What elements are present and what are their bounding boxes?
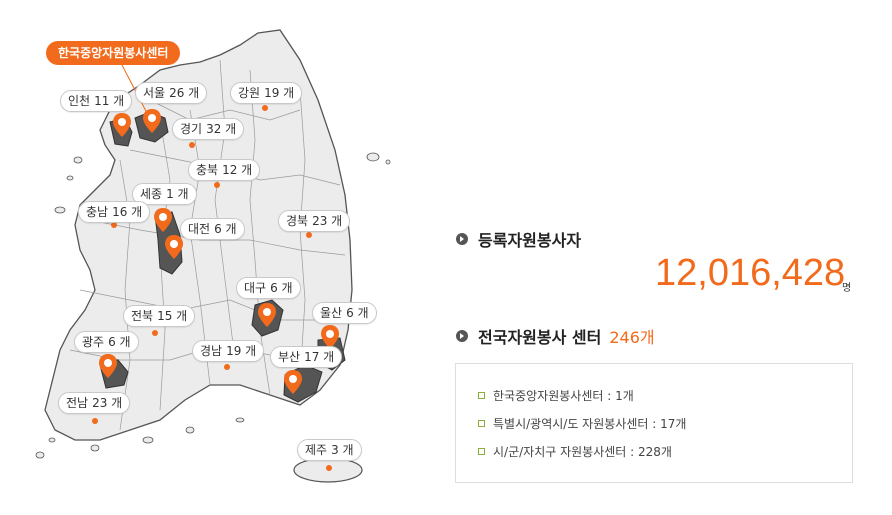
- volunteers-heading: 등록자원봉사자: [456, 227, 581, 251]
- region-label-chungbuk[interactable]: 충북 12 개: [188, 159, 261, 181]
- jeonnam-dot: [92, 418, 98, 424]
- jeonbuk-dot: [152, 330, 158, 336]
- region-label-gyeongnam[interactable]: 경남 19 개: [192, 340, 265, 362]
- breakdown-text: 시/군/자치구 자원봉사센터 : 228개: [493, 445, 672, 459]
- region-label-gyeongbuk[interactable]: 경북 23 개: [278, 210, 351, 232]
- region-label-jeonnam[interactable]: 전남 23 개: [58, 392, 131, 414]
- gyeonggi-dot: [189, 142, 195, 148]
- region-label-chungnam[interactable]: 충남 16 개: [78, 201, 151, 223]
- daejeon-pin-icon: [165, 235, 183, 259]
- breakdown-item: 특별시/광역시/도 자원봉사센터 : 17개: [478, 415, 686, 432]
- korea-map: 한국중앙자원봉사센터 인천 11 개 서울 26 개 강원 19 개 경기 32 개 충…: [0, 0, 440, 515]
- gyeongnam-dot: [224, 364, 230, 370]
- arrow-bullet-icon: [456, 330, 468, 342]
- arrow-bullet-icon: [456, 233, 468, 245]
- region-label-jeonbuk[interactable]: 전북 15 개: [123, 305, 196, 327]
- centers-total: 246개: [609, 328, 655, 347]
- volunteers-label: 등록자원봉사자: [478, 231, 582, 250]
- breakdown-item: 시/군/자치구 자원봉사센터 : 228개: [478, 443, 672, 460]
- volunteer-unit: 명: [842, 283, 852, 294]
- chungbuk-dot: [214, 182, 220, 188]
- incheon-pin-icon: [113, 113, 131, 137]
- gangwon-dot: [262, 105, 268, 111]
- region-label-daejeon[interactable]: 대전 6 개: [180, 218, 245, 240]
- busan-pin-icon: [284, 370, 302, 394]
- square-bullet-icon: [478, 392, 485, 399]
- region-label-jeju[interactable]: 제주 3 개: [297, 439, 362, 461]
- region-label-sejong[interactable]: 세종 1 개: [132, 183, 197, 205]
- region-label-ulsan[interactable]: 울산 6 개: [312, 302, 377, 324]
- small-islands: [35, 152, 391, 459]
- gwangju-pin-icon: [99, 354, 117, 378]
- region-label-gwangju[interactable]: 광주 6 개: [74, 331, 139, 353]
- square-bullet-icon: [478, 420, 485, 427]
- breakdown-text: 한국중앙자원봉사센터 : 1개: [493, 389, 634, 403]
- region-label-busan[interactable]: 부산 17 개: [270, 346, 343, 368]
- center-breakdown-box: 한국중앙자원봉사센터 : 1개 특별시/광역시/도 자원봉사센터 : 17개 시…: [455, 363, 853, 483]
- sejong-pin-icon: [154, 208, 172, 232]
- central-center-label[interactable]: 한국중앙자원봉사센터: [46, 41, 181, 65]
- jeju-dot: [326, 465, 332, 471]
- centers-heading: 전국자원봉사 센터 246개: [456, 324, 655, 348]
- region-label-daegu[interactable]: 대구 6 개: [236, 277, 301, 299]
- region-label-seoul[interactable]: 서울 26 개: [135, 82, 208, 104]
- region-label-incheon[interactable]: 인천 11 개: [60, 90, 133, 112]
- chungnam-dot: [111, 222, 117, 228]
- square-bullet-icon: [478, 448, 485, 455]
- breakdown-item: 한국중앙자원봉사센터 : 1개: [478, 387, 634, 404]
- daegu-pin-icon: [258, 303, 276, 327]
- ulsan-pin-icon: [321, 325, 339, 349]
- centers-label: 전국자원봉사 센터: [478, 328, 602, 347]
- breakdown-text: 특별시/광역시/도 자원봉사센터 : 17개: [493, 417, 687, 431]
- seoul-pin-icon: [143, 109, 161, 133]
- gyeongbuk-dot: [306, 232, 312, 238]
- volunteer-count: 12,016,428: [655, 252, 846, 294]
- korea-map-svg: [35, 29, 391, 483]
- region-label-gangwon[interactable]: 강원 19 개: [230, 82, 303, 104]
- region-label-gyeonggi[interactable]: 경기 32 개: [172, 118, 245, 140]
